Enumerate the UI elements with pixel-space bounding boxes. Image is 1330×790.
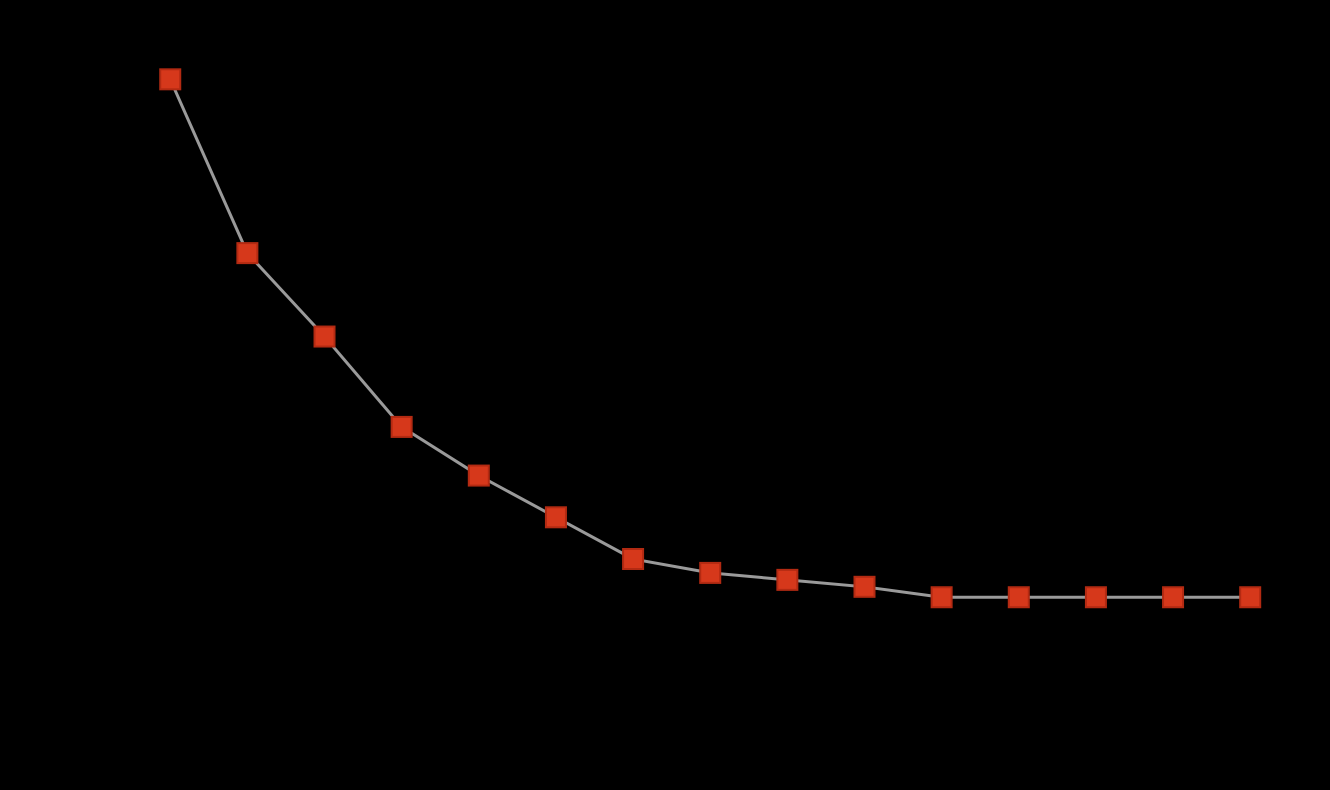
data-marker	[392, 417, 412, 437]
data-marker	[932, 587, 952, 607]
chart-background	[0, 0, 1330, 790]
data-marker	[315, 327, 335, 347]
line-chart	[0, 0, 1330, 790]
data-marker	[1163, 587, 1183, 607]
data-marker	[1240, 587, 1260, 607]
data-marker	[546, 507, 566, 527]
data-marker	[469, 466, 489, 486]
data-marker	[237, 243, 257, 263]
data-marker	[1009, 587, 1029, 607]
data-marker	[855, 577, 875, 597]
data-marker	[623, 549, 643, 569]
data-marker	[1086, 587, 1106, 607]
data-marker	[700, 563, 720, 583]
data-marker	[160, 69, 180, 89]
data-marker	[777, 570, 797, 590]
